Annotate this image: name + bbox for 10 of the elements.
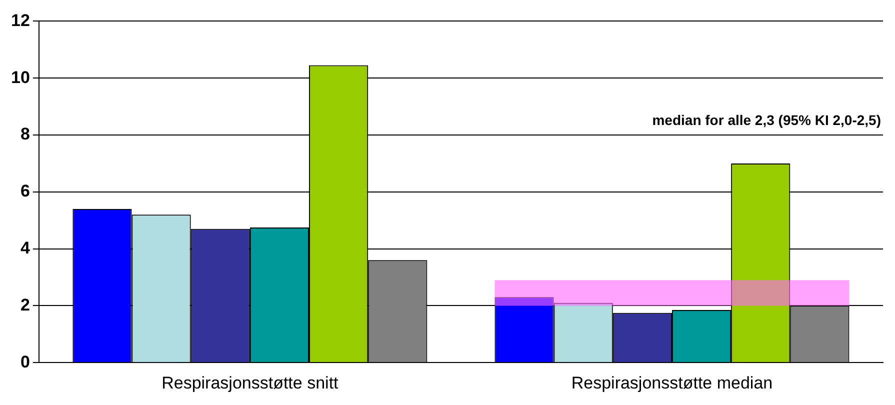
y-tick-label: 12 [10, 10, 30, 30]
y-tick-label: 8 [20, 124, 30, 144]
y-tick-label: 2 [20, 295, 30, 314]
y-tick-label: 4 [20, 238, 30, 258]
x-tick-label: Respirasjonsstøtte snitt [162, 373, 339, 392]
y-tick-label: 6 [20, 182, 30, 201]
annotation: median for alle 2,3 (95% KI 2,0-2,5) [652, 112, 881, 128]
y-tick-label: 10 [10, 68, 30, 87]
y-tick-label: 0 [20, 352, 30, 372]
x-tick-label: Respirasjonsstøtte median [571, 373, 773, 392]
